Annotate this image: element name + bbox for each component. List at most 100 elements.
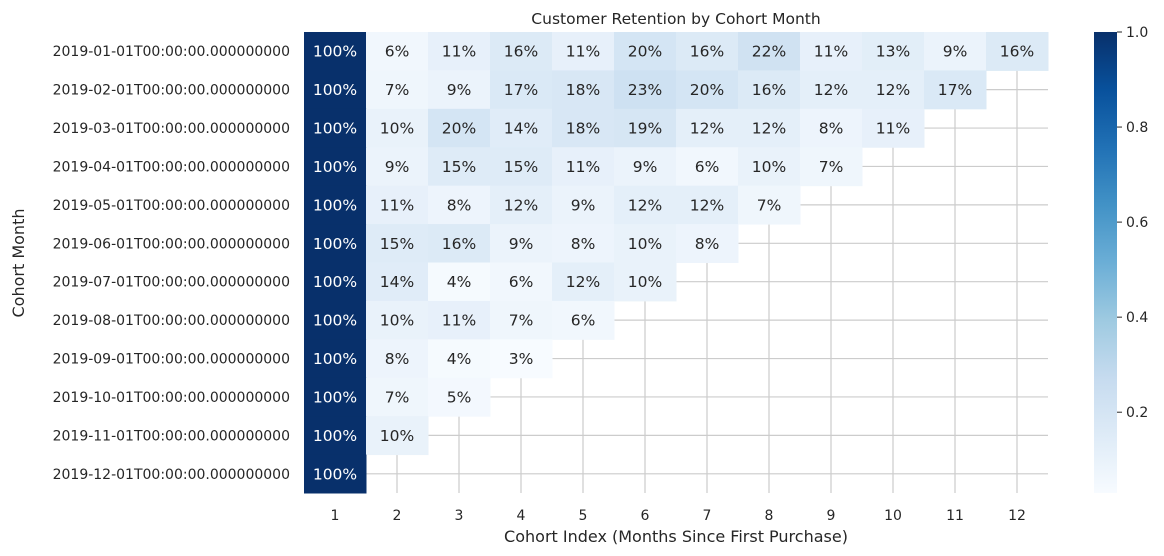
x-tick-label: 1: [331, 508, 340, 524]
cell-annotation: 100%: [313, 427, 357, 445]
cell-annotation: 12%: [814, 81, 848, 99]
heatmap-cell: [304, 185, 367, 225]
heatmap-cell: [800, 147, 863, 187]
cell-annotation: 18%: [566, 120, 600, 138]
y-tick-label: 2019-12-01T00:00:00.000000000: [53, 467, 290, 483]
heatmap-cell: [552, 224, 615, 263]
heatmap-cell: [614, 108, 677, 148]
x-tick-label: 3: [455, 508, 464, 524]
cell-annotation: 15%: [380, 235, 414, 253]
heatmap-cell: [428, 147, 491, 187]
heatmap-cell: [304, 300, 367, 340]
y-tick-label: 2019-06-01T00:00:00.000000000: [53, 236, 290, 252]
cell-annotation: 16%: [690, 43, 724, 61]
cell-annotation: 12%: [876, 81, 910, 99]
cell-annotation: 100%: [313, 43, 357, 61]
cell-annotation: 20%: [442, 120, 476, 138]
heatmap-cell: [366, 108, 429, 148]
cell-annotation: 10%: [628, 235, 662, 253]
y-tick-label: 2019-05-01T00:00:00.000000000: [53, 198, 290, 214]
x-tick-labels: 1 2 3 4 5 6 7 8 9 10 11 12: [331, 508, 1026, 524]
cell-annotation: 12%: [504, 196, 538, 214]
cell-annotation: 100%: [313, 388, 357, 406]
cell-annotation: 16%: [504, 43, 538, 61]
y-tick-label: 2019-02-01T00:00:00.000000000: [53, 83, 290, 99]
heatmap-cell: [738, 185, 801, 225]
cell-annotation: 20%: [628, 43, 662, 61]
heatmap-cells: [304, 32, 1049, 494]
cell-annotation: 7%: [385, 81, 410, 99]
y-tick-label: 2019-01-01T00:00:00.000000000: [53, 44, 290, 60]
heatmap-cell: [490, 224, 553, 263]
cell-annotation: 22%: [752, 43, 786, 61]
x-tick-label: 6: [641, 508, 650, 524]
heatmap-cell: [304, 454, 367, 494]
heatmap-cell: [738, 108, 801, 148]
heatmap-cell: [552, 262, 615, 302]
heatmap-cell: [366, 300, 429, 340]
cell-annotation: 10%: [380, 120, 414, 138]
y-tick-label: 2019-08-01T00:00:00.000000000: [53, 313, 290, 329]
heatmap-cell: [304, 32, 367, 71]
colorbar-tick-label: 0.8: [1126, 120, 1148, 136]
cell-annotation: 10%: [380, 312, 414, 330]
cell-annotation: 15%: [442, 158, 476, 176]
chart-title: Customer Retention by Cohort Month: [531, 10, 820, 28]
y-tick-label: 2019-11-01T00:00:00.000000000: [53, 428, 290, 444]
colorbar-tick-label: 0.4: [1126, 310, 1148, 326]
cell-annotation: 6%: [509, 273, 534, 291]
heatmap-cell: [614, 224, 677, 263]
cell-annotation: 4%: [447, 273, 472, 291]
cell-annotation: 4%: [447, 350, 472, 368]
heatmap-cell: [428, 185, 491, 225]
heatmap-cell: [366, 70, 429, 110]
cell-annotation: 10%: [628, 273, 662, 291]
cell-annotation: 17%: [938, 81, 972, 99]
x-tick-label: 9: [827, 508, 836, 524]
heatmap-cell: [490, 70, 553, 110]
cell-annotation: 100%: [313, 235, 357, 253]
heatmap-cell: [428, 339, 491, 379]
cell-annotation: 12%: [628, 196, 662, 214]
cell-annotation: 11%: [814, 43, 848, 61]
heatmap-cell: [490, 300, 553, 340]
cell-annotation: 14%: [504, 120, 538, 138]
heatmap-cell: [428, 224, 491, 263]
heatmap-cell: [552, 185, 615, 225]
heatmap-cell: [924, 32, 987, 71]
cell-annotation: 9%: [633, 158, 658, 176]
y-tick-label: 2019-04-01T00:00:00.000000000: [53, 159, 290, 175]
cell-annotation: 17%: [504, 81, 538, 99]
heatmap-cell: [304, 377, 367, 417]
heatmap-cell: [304, 224, 367, 263]
heatmap-cell: [366, 147, 429, 187]
x-tick-label: 5: [579, 508, 588, 524]
x-tick-label: 7: [703, 508, 712, 524]
heatmap-cell: [428, 262, 491, 302]
cell-annotation: 16%: [442, 235, 476, 253]
heatmap-cell: [676, 224, 739, 263]
heatmap-cell: [366, 377, 429, 417]
heatmap-cell: [552, 300, 615, 340]
cell-annotation: 100%: [313, 120, 357, 138]
cell-annotation: 7%: [757, 196, 782, 214]
cell-annotation: 8%: [447, 196, 472, 214]
heatmap-cell: [428, 108, 491, 148]
heatmap-cell: [490, 185, 553, 225]
heatmap-cell: [490, 262, 553, 302]
cell-annotation: 100%: [313, 158, 357, 176]
cell-annotation: 10%: [752, 158, 786, 176]
cell-annotation: 11%: [876, 120, 910, 138]
cell-annotation: 6%: [571, 312, 596, 330]
cell-annotation: 9%: [385, 158, 410, 176]
y-tick-labels: 2019-01-01T00:00:00.000000000 2019-02-01T…: [53, 44, 290, 483]
cell-annotations: 100% 6% 11% 16% 11% 20% 16% 22% 11% 13% 9% 16% 100% 7…: [313, 43, 1034, 484]
heatmap-cell: [428, 70, 491, 110]
heatmap-cell: [862, 32, 925, 71]
cell-annotation: 11%: [442, 312, 476, 330]
heatmap-cell: [366, 416, 429, 456]
heatmap-cell: [924, 70, 987, 110]
heatmap-cell: [304, 262, 367, 302]
cell-annotation: 9%: [943, 43, 968, 61]
heatmap-cell: [800, 32, 863, 71]
